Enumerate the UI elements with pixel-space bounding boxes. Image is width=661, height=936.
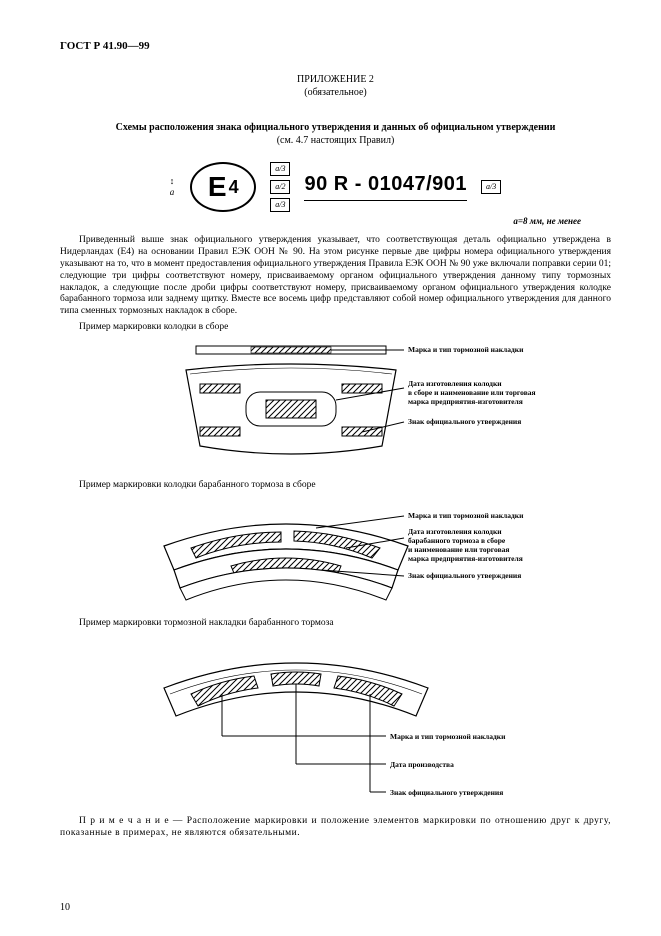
note-text: П р и м е ч а н и е — Расположение марки… (60, 816, 611, 840)
svg-text:марка предприятия-изготовителя: марка предприятия-изготовителя (408, 554, 523, 563)
svg-text:Марка и тип тормозной накладки: Марка и тип тормозной накладки (390, 732, 506, 741)
example1-label: Пример маркировки колодки в сборе (60, 322, 611, 334)
svg-text:Знак официального утверждения: Знак официального утверждения (390, 788, 503, 797)
dim-a-label: ↕a (170, 176, 175, 199)
example2-label: Пример маркировки колодки барабанного то… (60, 480, 611, 492)
e-mark-circle: E4 (190, 162, 256, 212)
figure-drum-lining: Марка и тип тормозной накладки Дата прои… (60, 636, 611, 806)
svg-text:барабанного тормоза в сборе: барабанного тормоза в сборе (408, 536, 506, 545)
tail-fraction: a/3 (481, 180, 501, 194)
fraction-a3-top: a/3 (270, 162, 290, 176)
appendix-subtitle: (обязательное) (60, 87, 611, 100)
schema-subtitle: (см. 4.7 настоящих Правил) (60, 135, 611, 148)
callout-text: Марка и тип тормозной накладки (408, 345, 524, 354)
schema-title: Схемы расположения знака официального ут… (60, 122, 611, 135)
figure-drum-shoe: Марка и тип тормозной накладки Дата изго… (60, 498, 611, 608)
svg-text:Дата изготовления колодки: Дата изготовления колодки (408, 379, 502, 388)
fraction-a3-bot: a/3 (270, 198, 290, 212)
svg-text:Дата производства: Дата производства (390, 760, 454, 769)
approval-mark-figure: ↕a E4 a/3 a/2 a/3 90 R - 01047/901 a/3 (60, 162, 611, 212)
svg-text:в сборе и наименование или тор: в сборе и наименование или торговая (408, 388, 536, 397)
fraction-a2: a/2 (270, 180, 290, 194)
svg-text:Марка и тип тормозной накладки: Марка и тип тормозной накладки (408, 511, 524, 520)
figure-pad-assembly: Марка и тип тормозной накладки Дата изго… (60, 340, 611, 470)
approval-code: 90 R - 01047/901 (304, 172, 467, 201)
explanatory-paragraph: Приведенный выше знак официального утвер… (60, 235, 611, 318)
svg-text:и наименование или торговая: и наименование или торговая (408, 545, 509, 554)
page: ГОСТ Р 41.90—99 ПРИЛОЖЕНИЕ 2 (обязательн… (0, 0, 661, 936)
example3-label: Пример маркировки тормозной накладки бар… (60, 618, 611, 630)
svg-text:Дата изготовления колодки: Дата изготовления колодки (408, 527, 502, 536)
svg-text:Знак официального утверждения: Знак официального утверждения (408, 571, 521, 580)
fraction-stack: a/3 a/2 a/3 (270, 162, 290, 212)
document-code: ГОСТ Р 41.90—99 (60, 40, 611, 54)
svg-text:марка предприятия-изготовителя: марка предприятия-изготовителя (408, 397, 523, 406)
appendix-title: ПРИЛОЖЕНИЕ 2 (60, 74, 611, 87)
dimension-note: a=8 мм, не менее (60, 216, 581, 227)
svg-text:Знак официального утверждения: Знак официального утверждения (408, 417, 521, 426)
page-number: 10 (60, 902, 70, 915)
